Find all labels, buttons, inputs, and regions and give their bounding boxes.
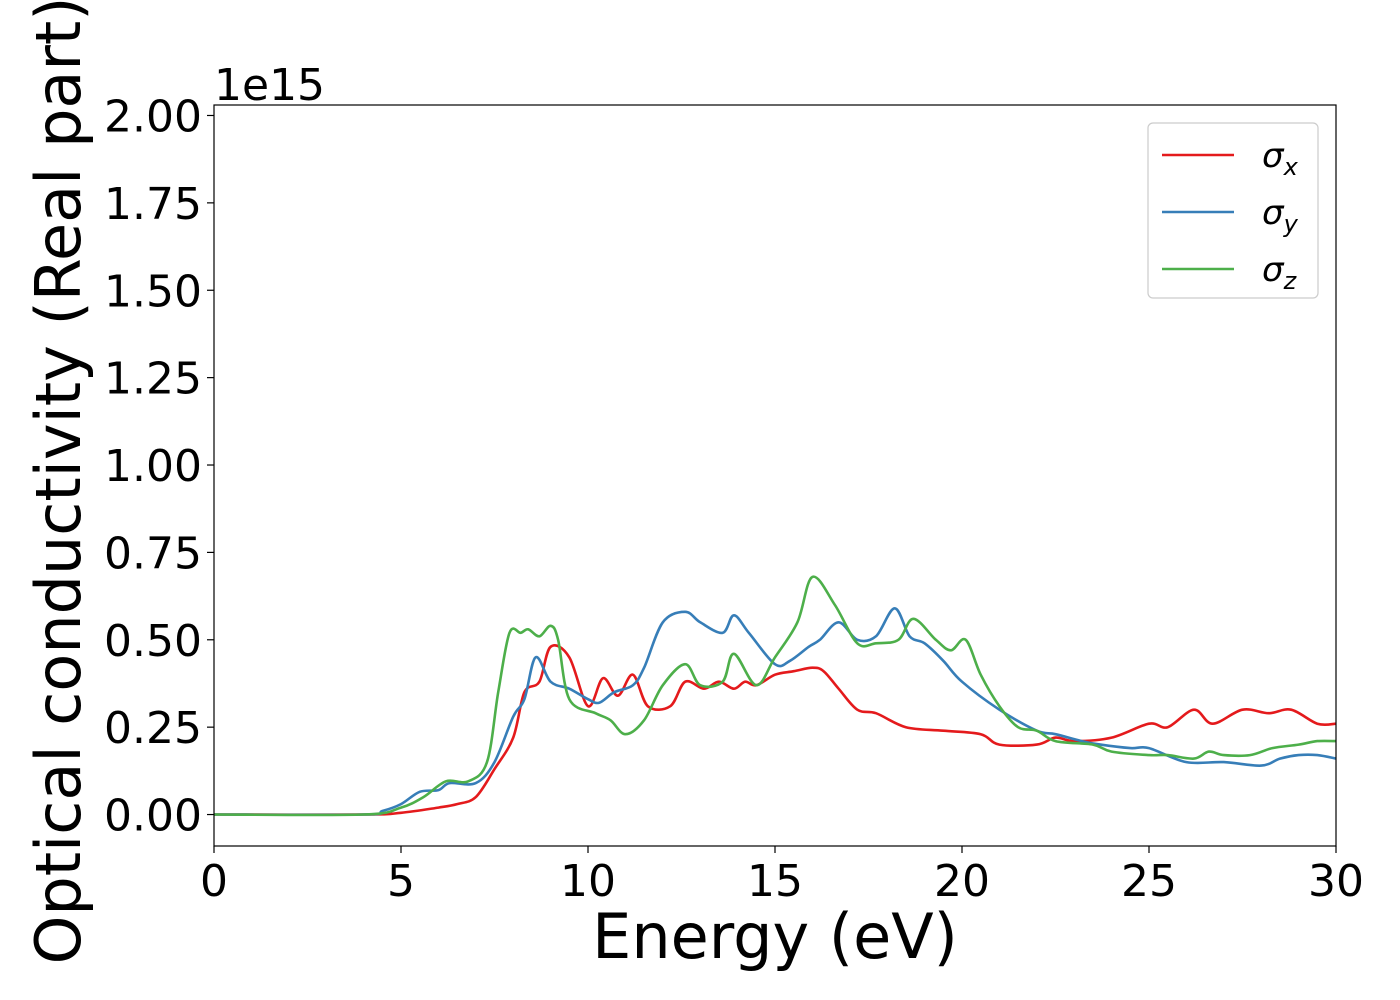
y-tick-label: 0.50 xyxy=(104,616,202,667)
legend-label-sub: z xyxy=(1283,267,1298,295)
legend-label-z: σz xyxy=(1262,250,1298,295)
x-tick-label: 10 xyxy=(560,856,616,907)
y-tick-label: 1.75 xyxy=(104,179,202,230)
series-line-x xyxy=(214,644,1336,816)
x-tick-label: 0 xyxy=(200,856,228,907)
y-tick-label: 0.00 xyxy=(104,791,202,842)
x-tick-label: 30 xyxy=(1308,856,1364,907)
y-tick-label: 0.75 xyxy=(104,528,202,579)
y-tick-label: 0.25 xyxy=(104,703,202,754)
x-tick-label: 25 xyxy=(1121,856,1177,907)
y-tick-label: 2.00 xyxy=(104,91,202,142)
x-tick-label: 5 xyxy=(387,856,415,907)
series-layer xyxy=(214,575,1336,817)
y-offset-text: 1e15 xyxy=(214,60,325,111)
x-tick-label: 15 xyxy=(747,856,803,907)
ticks-layer: 0 5 10 15 20 25 30 0.00 0.25 0.50 0.75 1.00 1.25 1.50… xyxy=(104,91,1364,907)
legend-label-base: σ xyxy=(1262,193,1285,233)
legend-label-base: σ xyxy=(1262,136,1285,176)
y-tick-label: 1.00 xyxy=(104,441,202,492)
legend-label-base: σ xyxy=(1262,250,1285,290)
legend-frame xyxy=(1147,122,1319,299)
legend-label-sub: y xyxy=(1283,210,1299,238)
x-axis-label: Energy (eV) xyxy=(592,900,958,973)
legend-label-x: σx xyxy=(1262,136,1299,181)
series-line-z xyxy=(214,575,1336,817)
series-line-y xyxy=(214,607,1336,817)
x-tick-label: 20 xyxy=(934,856,990,907)
legend-label-sub: x xyxy=(1283,153,1299,181)
y-tick-label: 1.25 xyxy=(104,354,202,405)
y-tick-label: 1.50 xyxy=(104,266,202,317)
legend-label-y: σy xyxy=(1262,193,1299,238)
y-axis-label: Optical conductivity (Real part) xyxy=(22,0,95,964)
